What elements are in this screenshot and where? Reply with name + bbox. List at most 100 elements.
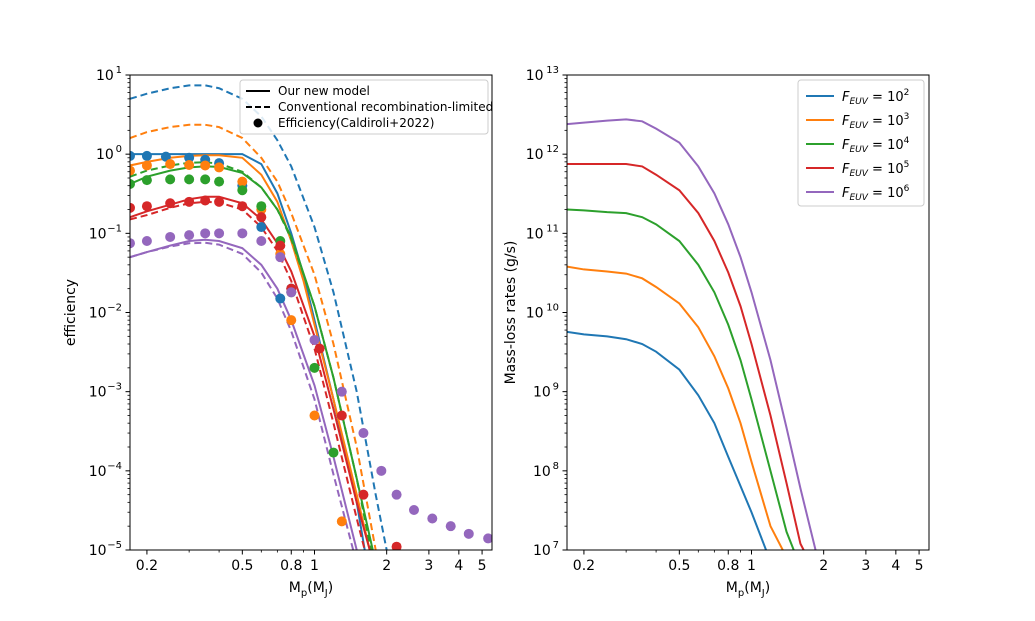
svg-text:0: 0 — [116, 144, 122, 155]
x-tick-label: 0.5 — [231, 558, 253, 574]
y-axis-label: Mass-loss rates (g/s) — [503, 241, 519, 385]
series-0-mass-loss-line — [567, 330, 767, 550]
series-2-caldiroli-point — [214, 176, 225, 187]
series-4-caldiroli-point — [237, 228, 248, 239]
x-tick-label: 2 — [819, 558, 828, 574]
svg-text:1: 1 — [116, 65, 122, 76]
series-1-caldiroli-point — [286, 315, 297, 326]
series-1-caldiroli-point — [309, 410, 320, 421]
series-4-recombination-limited-line — [130, 241, 355, 550]
series-4-caldiroli-point — [286, 287, 297, 298]
series-0-caldiroli-point — [160, 151, 171, 162]
series-4-caldiroli-point — [376, 465, 387, 476]
svg-text:9: 9 — [553, 382, 559, 393]
x-tick-label: 3 — [424, 558, 433, 574]
series-2-caldiroli-point — [130, 178, 135, 189]
x-tick-label: 0.8 — [280, 558, 302, 574]
x-axis-label: Mp(MJ) — [289, 580, 333, 599]
legend-frame — [239, 79, 489, 135]
series-2-caldiroli-point — [165, 174, 176, 185]
svg-text:10: 10 — [89, 306, 107, 322]
legend: Our new model Conventional recombination-… — [239, 79, 493, 135]
svg-text:10: 10 — [526, 68, 544, 84]
svg-text:−1: −1 — [107, 223, 122, 234]
series-0-caldiroli-point — [275, 293, 286, 304]
series-1-caldiroli-point — [141, 160, 152, 171]
svg-text:−4: −4 — [107, 461, 122, 472]
series-2-caldiroli-point — [184, 174, 195, 185]
series-4-caldiroli-point — [165, 231, 176, 242]
series-4-caldiroli-point — [184, 230, 195, 241]
series-3-caldiroli-point — [391, 541, 402, 550]
series-3-caldiroli-point — [200, 195, 211, 206]
series-3-caldiroli-point — [336, 410, 347, 421]
y-tick-label: 10 11 — [526, 223, 559, 242]
svg-text:10: 10 — [526, 226, 544, 242]
series-2-caldiroli-point — [200, 174, 211, 185]
x-tick-label: 0.2 — [573, 558, 595, 574]
x-tick-label: 0.8 — [717, 558, 739, 574]
series-1-caldiroli-point — [130, 165, 135, 176]
series-3-caldiroli-point — [275, 240, 286, 251]
svg-text:10: 10 — [89, 464, 107, 480]
y-tick-label: 10 7 — [533, 540, 559, 559]
series-4-caldiroli-point — [141, 236, 152, 247]
x-tick-label: 0.2 — [136, 558, 158, 574]
y-tick-label: 10 −3 — [89, 382, 122, 401]
series-3-caldiroli-point — [256, 212, 267, 223]
y-tick-label: 10 −2 — [89, 303, 122, 322]
svg-text:10: 10 — [533, 385, 551, 401]
series-2-mass-loss-line — [567, 208, 795, 550]
svg-text:7: 7 — [553, 540, 559, 551]
y-tick-label: 10 13 — [526, 65, 559, 84]
svg-text:10: 10 — [96, 68, 114, 84]
series-1-caldiroli-point — [165, 159, 176, 170]
series-4-caldiroli-point — [214, 228, 225, 239]
y-tick-label: 10 8 — [533, 461, 559, 480]
series-4-caldiroli-point — [309, 334, 320, 345]
svg-text:−5: −5 — [107, 540, 122, 551]
series-0-caldiroli-point — [184, 152, 195, 163]
legend-entry-label: FEUV = 106 — [842, 184, 910, 203]
y-tick-label: 10 12 — [526, 144, 559, 163]
series-4-mass-loss-line — [567, 118, 817, 550]
series-2-caldiroli-point — [309, 362, 320, 373]
svg-text:−3: −3 — [107, 382, 122, 393]
y-tick-label: 10 −4 — [89, 461, 122, 480]
series-1-caldiroli-point — [336, 516, 347, 527]
x-tick-label: 1 — [747, 558, 756, 574]
y-tick-label: 10 1 — [96, 65, 122, 84]
series-1-mass-loss-line — [567, 265, 784, 550]
series-2-caldiroli-point — [328, 447, 339, 458]
y-tick-label: 10 −5 — [89, 540, 122, 559]
series-4-caldiroli-point — [391, 489, 402, 500]
series-1-recombination-limited-line — [130, 123, 377, 550]
series-2-new-model-line — [130, 165, 374, 550]
plot-area — [130, 84, 492, 550]
y-tick-label: 10 10 — [526, 303, 559, 322]
series-0-caldiroli-point — [256, 222, 267, 233]
x-tick-label: 1 — [310, 558, 319, 574]
series-3-caldiroli-point — [314, 343, 325, 354]
series-0-recombination-limited-line — [130, 84, 388, 550]
series-3-caldiroli-point — [184, 196, 195, 207]
svg-text:10: 10 — [89, 543, 107, 559]
svg-text:10: 10 — [546, 303, 559, 314]
svg-text:10: 10 — [89, 226, 107, 242]
svg-text:12: 12 — [546, 144, 559, 155]
series-2-caldiroli-point — [256, 201, 267, 212]
legend-entry-label: FEUV = 102 — [842, 88, 909, 107]
x-tick-label: 5 — [478, 558, 487, 574]
legend-entry-label: FEUV = 104 — [842, 136, 910, 155]
legend-entry-label: Our new model — [278, 84, 370, 98]
svg-text:10: 10 — [96, 147, 114, 163]
series-4-caldiroli-point — [256, 236, 267, 247]
series-4-caldiroli-point — [275, 252, 286, 263]
x-tick-label: 5 — [915, 558, 924, 574]
series-1-new-model-line — [130, 154, 371, 550]
x-tick-label: 3 — [861, 558, 870, 574]
series-4-caldiroli-point — [200, 228, 211, 239]
series-1-caldiroli-point — [200, 160, 211, 171]
series-0-caldiroli-point — [141, 150, 152, 161]
